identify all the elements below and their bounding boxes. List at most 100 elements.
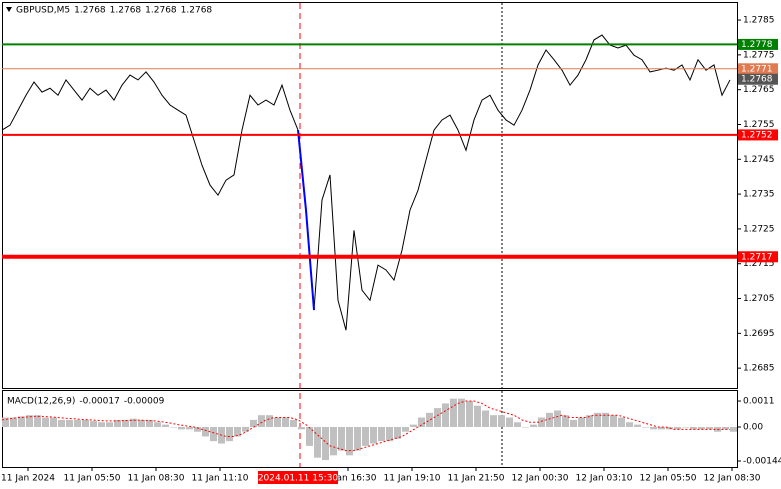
macd-bar bbox=[394, 427, 401, 439]
x-tick-label: 11 Jan 05:50 bbox=[64, 474, 121, 484]
macd-bar bbox=[570, 419, 577, 428]
macd-bar bbox=[346, 427, 353, 456]
macd-bar bbox=[90, 421, 97, 428]
y-tick-label: 1.2775 bbox=[743, 50, 775, 60]
macd-bar bbox=[306, 427, 313, 446]
macd-bar bbox=[74, 419, 81, 428]
title-marker bbox=[6, 7, 12, 12]
level-label: 1.2771 bbox=[741, 64, 773, 74]
header-value: 1.2768 bbox=[110, 6, 142, 16]
macd-bar bbox=[322, 427, 329, 461]
macd-bar bbox=[330, 427, 337, 456]
y-tick-label: 1.2695 bbox=[743, 329, 775, 339]
macd-bar bbox=[146, 419, 153, 428]
macd-bar bbox=[154, 422, 161, 428]
level-label: 1.2717 bbox=[741, 252, 773, 262]
macd-bar bbox=[586, 415, 593, 428]
macd-bar bbox=[514, 422, 521, 428]
macd-bar bbox=[426, 412, 433, 428]
macd-bar bbox=[226, 427, 233, 442]
y-tick-label: 1.2755 bbox=[743, 120, 775, 130]
macd-bar bbox=[690, 427, 697, 430]
macd-bar bbox=[42, 417, 49, 428]
macd-bar bbox=[682, 427, 689, 428]
y-tick-label: 1.2735 bbox=[743, 190, 775, 200]
macd-bar bbox=[66, 419, 73, 428]
macd-bar bbox=[538, 417, 545, 428]
crosshair-label: 2024.01.11 15:30 bbox=[258, 474, 339, 484]
macd-bar bbox=[18, 416, 25, 428]
x-tick-label: 12 Jan 03:10 bbox=[576, 474, 633, 484]
header-value: 1.2768 bbox=[181, 6, 213, 16]
macd-bar bbox=[410, 424, 417, 428]
y-tick-label: 1.2685 bbox=[743, 364, 775, 374]
macd-bar bbox=[138, 419, 145, 428]
macd-bar bbox=[466, 401, 473, 428]
macd-bar bbox=[10, 417, 17, 428]
macd-bar bbox=[26, 415, 33, 428]
macd-bar bbox=[290, 419, 297, 428]
x-tick-label: 11 Jan 16:30 bbox=[320, 474, 377, 484]
level-label-box bbox=[738, 251, 778, 263]
macd-bar bbox=[698, 427, 705, 430]
macd-bar bbox=[170, 427, 177, 428]
y-tick-label: 1.2745 bbox=[743, 155, 775, 165]
macd-bar bbox=[674, 427, 681, 430]
x-tick-label: 11 Jan 11:10 bbox=[192, 474, 249, 484]
macd-bar bbox=[490, 415, 497, 428]
macd-bar bbox=[706, 427, 713, 430]
level-label-box bbox=[738, 129, 778, 141]
signal-line bbox=[1, 400, 730, 452]
macd-bar bbox=[722, 427, 729, 430]
macd-bar bbox=[546, 412, 553, 428]
crosshair-label-box bbox=[258, 471, 338, 484]
macd-bar bbox=[626, 422, 633, 428]
macd-title: MACD(12,26,9) bbox=[7, 397, 75, 407]
macd-bar bbox=[666, 427, 673, 430]
macd-bar bbox=[210, 427, 217, 442]
macd-bar bbox=[578, 417, 585, 428]
price-panel bbox=[2, 2, 738, 389]
macd-bar bbox=[658, 427, 665, 430]
macd-bar bbox=[610, 415, 617, 428]
macd-bar bbox=[178, 427, 185, 430]
macd-bar bbox=[2, 417, 9, 428]
y-tick-label: 0.0011 bbox=[743, 397, 775, 407]
level-label: 1.2752 bbox=[741, 130, 773, 140]
header-value: 1.2768 bbox=[74, 6, 106, 16]
header-value: -0.00009 bbox=[124, 397, 165, 407]
macd-bar bbox=[194, 427, 201, 432]
x-tick-label: 12 Jan 08:30 bbox=[704, 474, 761, 484]
macd-bar bbox=[402, 427, 409, 432]
macd-bar bbox=[450, 398, 457, 428]
macd-bar bbox=[50, 417, 57, 428]
macd-bar bbox=[122, 419, 129, 428]
macd-bar bbox=[386, 427, 393, 442]
macd-bar bbox=[530, 424, 537, 428]
macd-bar bbox=[234, 427, 241, 437]
macd-bar bbox=[378, 427, 385, 442]
macd-bar bbox=[482, 410, 489, 428]
macd-bar bbox=[418, 417, 425, 428]
macd-bar bbox=[106, 422, 113, 428]
macd-bar bbox=[266, 415, 273, 428]
macd-bar bbox=[314, 427, 321, 458]
macd-bar bbox=[458, 398, 465, 428]
y-tick-label: 1.2715 bbox=[743, 259, 775, 269]
macd-bar bbox=[554, 410, 561, 428]
y-tick-label: 1.2765 bbox=[743, 85, 775, 95]
macd-bar bbox=[98, 422, 105, 428]
level-label-box bbox=[738, 63, 778, 75]
macd-bar bbox=[522, 427, 529, 428]
macd-bar bbox=[650, 427, 657, 430]
x-tick-label: 12 Jan 05:50 bbox=[640, 474, 697, 484]
macd-bar bbox=[258, 415, 265, 428]
x-tick-label: 11 Jan 19:10 bbox=[384, 474, 441, 484]
macd-bar bbox=[730, 427, 737, 432]
macd-bar bbox=[602, 412, 609, 428]
level-label-box bbox=[738, 73, 778, 85]
macd-bar bbox=[362, 427, 369, 446]
level-label-box bbox=[738, 38, 778, 50]
header-value: 1.2768 bbox=[145, 6, 177, 16]
